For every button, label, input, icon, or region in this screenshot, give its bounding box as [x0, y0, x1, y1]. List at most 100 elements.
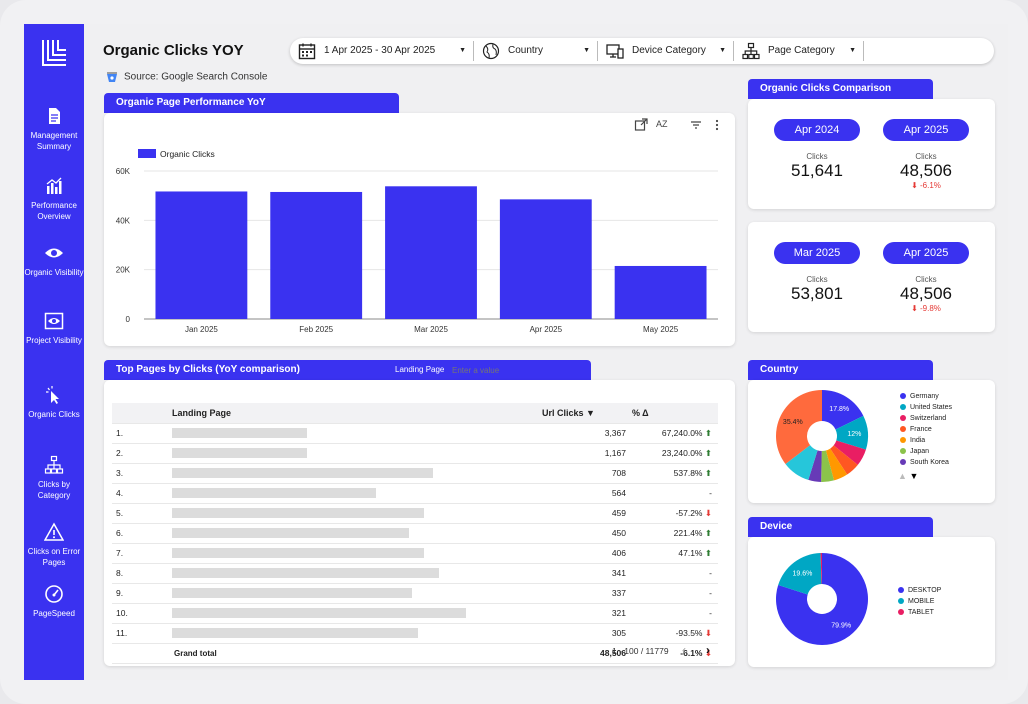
row-index: 9.: [112, 583, 172, 604]
next-page-button[interactable]: ›: [706, 643, 710, 657]
date-range-picker[interactable]: 1 Apr 2025 - 30 Apr 2025 ▼: [290, 38, 474, 64]
pie-slice[interactable]: [776, 553, 868, 645]
legend-item[interactable]: South Korea: [900, 457, 952, 468]
redacted-url: [172, 508, 424, 519]
sidebar-item-performance-overview[interactable]: Performance Overview: [24, 176, 84, 222]
document-icon: [49, 108, 60, 124]
pie-slice[interactable]: [785, 445, 818, 480]
legend-label: Germany: [910, 393, 939, 400]
pie-slice[interactable]: [830, 445, 858, 475]
pie-slice[interactable]: [822, 390, 864, 430]
legend-item[interactable]: DESKTOP: [898, 585, 941, 596]
table-row[interactable]: 7. 406 47.1% ⬆: [112, 543, 718, 564]
period-pill[interactable]: Mar 2025: [774, 242, 860, 264]
landing-page-cell[interactable]: [172, 443, 542, 464]
filter-icon[interactable]: [690, 119, 702, 131]
url-clicks-cell: 1,167: [542, 443, 632, 464]
url-clicks-cell: 708: [542, 463, 632, 484]
url-clicks-column-header[interactable]: Url Clicks ▼: [542, 403, 632, 424]
pie-slice[interactable]: [776, 390, 822, 464]
legend-item[interactable]: Japan: [900, 446, 952, 457]
period-pill[interactable]: Apr 2024: [774, 119, 860, 141]
bar[interactable]: [614, 265, 707, 319]
delta-column-header[interactable]: % Δ: [632, 403, 718, 424]
country-pie-chart: 17.8% 12% 35.4%: [776, 390, 868, 482]
table-row[interactable]: 9. 337 -: [112, 583, 718, 604]
legend-item[interactable]: Germany: [900, 391, 952, 402]
bar[interactable]: [155, 191, 248, 319]
grand-total-spacer: [112, 643, 172, 664]
redacted-url: [172, 468, 433, 479]
globe-icon: [482, 42, 500, 60]
country-filter[interactable]: Country ▼: [474, 38, 598, 64]
delta-value: 47.1%: [678, 547, 703, 558]
bar[interactable]: [270, 191, 363, 319]
sidebar-item-pagespeed[interactable]: PageSpeed: [24, 584, 84, 619]
pie-slice[interactable]: [825, 448, 848, 481]
sidebar-item-management-summary[interactable]: Management Summary: [24, 106, 84, 152]
table-row[interactable]: 6. 450 221.4% ⬆: [112, 523, 718, 544]
landing-page-cell[interactable]: [172, 523, 542, 544]
table-row[interactable]: 10. 321 -: [112, 603, 718, 624]
legend-prev-icon[interactable]: ▲: [898, 471, 907, 481]
legend-item[interactable]: United States: [900, 402, 952, 413]
device-category-filter[interactable]: Device Category ▼: [598, 38, 734, 64]
landing-page-cell[interactable]: [172, 603, 542, 624]
pie-slice[interactable]: [833, 440, 866, 465]
legend-item[interactable]: MOBILE: [898, 596, 941, 607]
legend-label: France: [910, 426, 932, 433]
prev-page-button[interactable]: ‹: [682, 643, 686, 657]
table-row[interactable]: 11. 305 -93.5% ⬇: [112, 623, 718, 644]
legend-item[interactable]: TABLET: [898, 607, 941, 618]
pie-slice[interactable]: [835, 415, 868, 450]
legend-dot: [900, 415, 906, 422]
landing-page-cell[interactable]: [172, 583, 542, 604]
sidebar-item-label: Management Summary: [30, 131, 78, 151]
landing-page-cell[interactable]: [172, 623, 542, 644]
landing-page-cell[interactable]: [172, 463, 542, 484]
pie-slice[interactable]: [778, 553, 822, 595]
pie-slice[interactable]: [821, 450, 834, 482]
sidebar-item-clicks-by-category[interactable]: Clicks by Category: [24, 455, 84, 501]
export-icon[interactable]: [634, 118, 648, 132]
sidebar-item-organic-clicks[interactable]: Organic Clicks: [24, 385, 84, 420]
table-row[interactable]: 5. 459 -57.2% ⬇: [112, 503, 718, 524]
more-vertical-icon[interactable]: [711, 119, 723, 131]
landing-page-cell[interactable]: [172, 503, 542, 524]
sidebar-item-clicks-on-error-pages[interactable]: Clicks on Error Pages: [24, 522, 84, 568]
landing-page-filter-input[interactable]: [452, 363, 560, 377]
device-category-label: Device Category: [632, 45, 706, 56]
landing-page-cell[interactable]: [172, 543, 542, 564]
bar[interactable]: [499, 199, 592, 319]
sort-az-button[interactable]: AZ: [656, 119, 668, 129]
pie-slice[interactable]: [820, 553, 822, 585]
bar[interactable]: [385, 186, 477, 319]
landing-page-column-header[interactable]: Landing Page: [172, 403, 542, 424]
table-row[interactable]: 2. 1,167 23,240.0% ⬆: [112, 443, 718, 464]
table-row[interactable]: 8. 341 -: [112, 563, 718, 584]
pie-slice[interactable]: [808, 450, 822, 482]
period-pill[interactable]: Apr 2025: [883, 242, 969, 264]
country-title-tab: Country: [748, 360, 933, 380]
table-row[interactable]: 1. 3,367 67,240.0% ⬆: [112, 423, 718, 444]
landing-page-cell[interactable]: [172, 483, 542, 504]
legend-dot: [900, 404, 906, 411]
sidebar-item-project-visibility[interactable]: Project Visibility: [24, 311, 84, 346]
sidebar-item-organic-visibility[interactable]: Organic Visibility: [24, 243, 84, 278]
table-row[interactable]: 4. 564 -: [112, 483, 718, 504]
page-category-filter[interactable]: Page Category ▼: [734, 38, 864, 64]
legend-item[interactable]: India: [900, 435, 952, 446]
landing-page-cell[interactable]: [172, 563, 542, 584]
sidebar-item-label: Organic Clicks: [28, 410, 80, 419]
landing-page-cell[interactable]: [172, 423, 542, 444]
legend-item[interactable]: Switzerland: [900, 413, 952, 424]
page-category-label: Page Category: [768, 45, 835, 56]
url-clicks-cell: 3,367: [542, 423, 632, 444]
period-pill[interactable]: Apr 2025: [883, 119, 969, 141]
legend-label: MOBILE: [908, 598, 935, 605]
device-title-tab: Device: [748, 517, 933, 537]
legend-next-icon[interactable]: ▼: [909, 471, 919, 481]
table-row[interactable]: 3. 708 537.8% ⬆: [112, 463, 718, 484]
legend-item[interactable]: France: [900, 424, 952, 435]
legend-label: DESKTOP: [908, 587, 942, 594]
